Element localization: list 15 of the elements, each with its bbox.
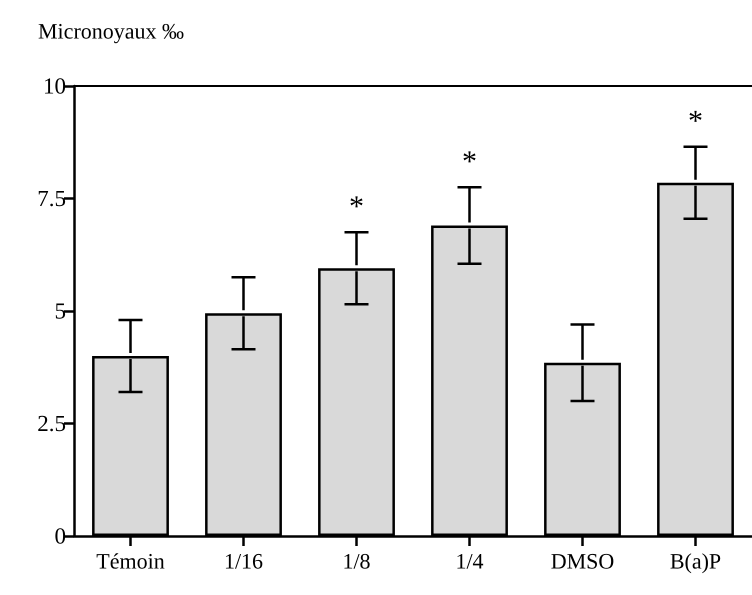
x-tick-label: 1/4 bbox=[455, 548, 484, 574]
x-tick-label: B(a)P bbox=[670, 548, 722, 574]
y-tick-label: 5 bbox=[54, 298, 66, 324]
annotation: * bbox=[349, 190, 364, 223]
y-axis-title: Micronoyaux ‰ bbox=[38, 18, 184, 44]
y-tick-label: 10 bbox=[43, 74, 66, 98]
x-tick-label: DMSO bbox=[550, 548, 614, 574]
annotation: * bbox=[462, 144, 477, 178]
x-tick-label: 1/8 bbox=[342, 548, 371, 574]
y-tick-label: 2.5 bbox=[37, 411, 66, 436]
annotation: * bbox=[688, 104, 703, 138]
x-tick-label: Témoin bbox=[96, 548, 165, 574]
x-tick-label: 1/16 bbox=[224, 548, 264, 574]
y-tick-label: 7.5 bbox=[37, 186, 66, 211]
y-tick-label: 0 bbox=[54, 524, 66, 548]
